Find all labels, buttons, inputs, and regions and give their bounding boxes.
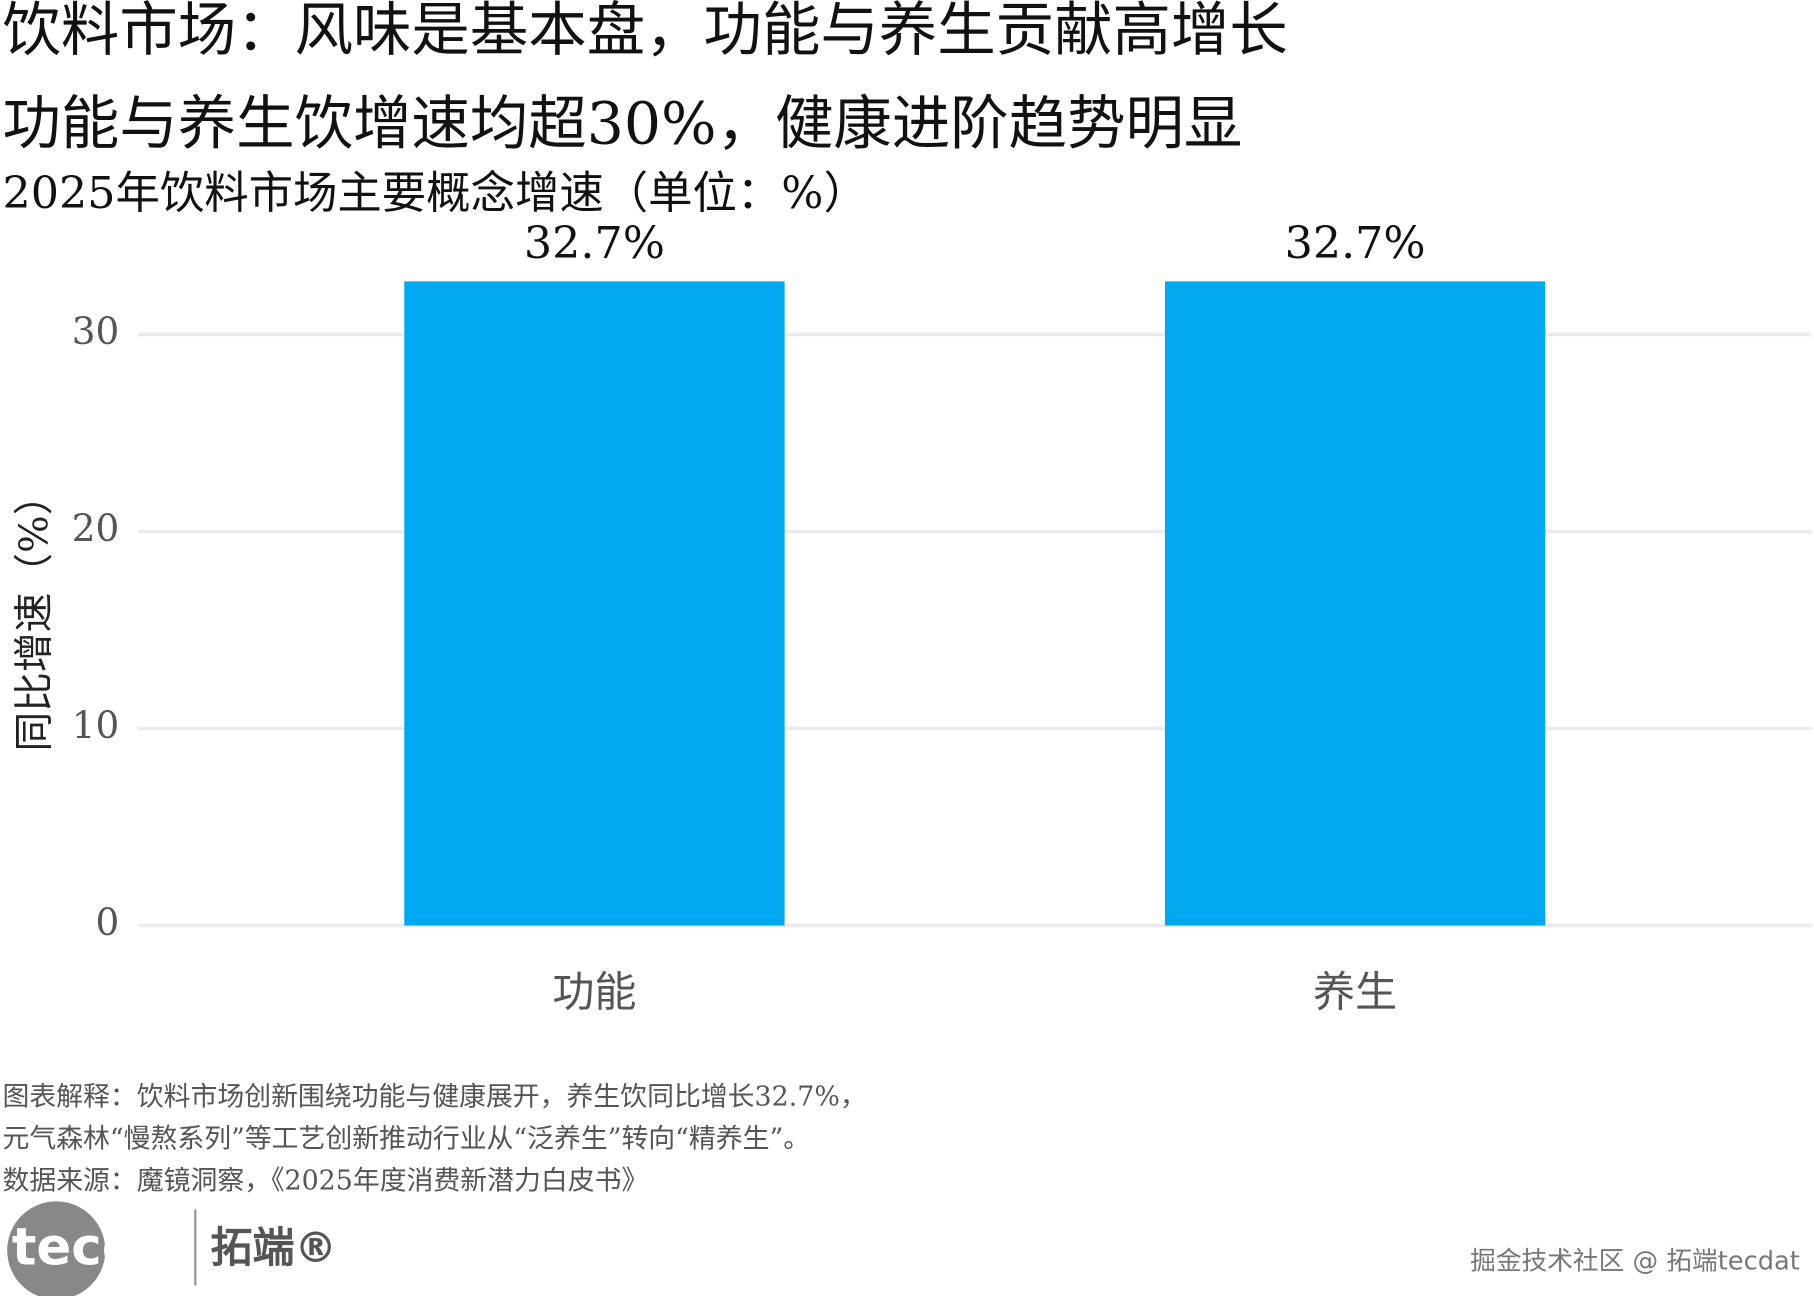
logo-circle	[7, 1201, 106, 1296]
logo-brand: tecdat	[12, 1217, 198, 1277]
chart-subtitle: 功能与养生饮增速均超30%，健康进阶趋势明显	[2, 90, 1242, 158]
note: 元气森林“慢熬系列”等工艺创新推动行业从“泛养生”转向“精养生”。	[2, 1124, 810, 1155]
value-label: 32.7%	[524, 218, 665, 269]
watermark: 掘金技术社区 @ 拓端tecdat	[1470, 1247, 1800, 1277]
bar	[404, 281, 785, 926]
x-tick-label: 功能	[552, 968, 636, 1017]
chart-title: 饮料市场：风味是基本盘，功能与养生贡献高增长	[2, 0, 1287, 64]
chart-caption: 2025年饮料市场主要概念增速（单位：%）	[2, 168, 867, 219]
value-label: 32.7%	[1285, 218, 1426, 269]
x-tick-label: 养生	[1313, 968, 1397, 1017]
note: 图表解释：饮料市场创新围绕功能与健康展开，养生饮同比增长32.7%，	[2, 1082, 866, 1113]
y-tick-label: 30	[72, 309, 120, 353]
y-tick-label: 20	[72, 506, 120, 550]
y-tick-label: 10	[72, 703, 120, 747]
bar	[1164, 281, 1546, 926]
y-tick-label: 0	[96, 900, 120, 944]
note: 数据来源：魔镜洞察，《2025年度消费新潜力白皮书》	[2, 1166, 648, 1197]
y-axis-label: 同比增速（%）	[12, 475, 58, 751]
logo-name: 拓端®	[211, 1223, 337, 1272]
